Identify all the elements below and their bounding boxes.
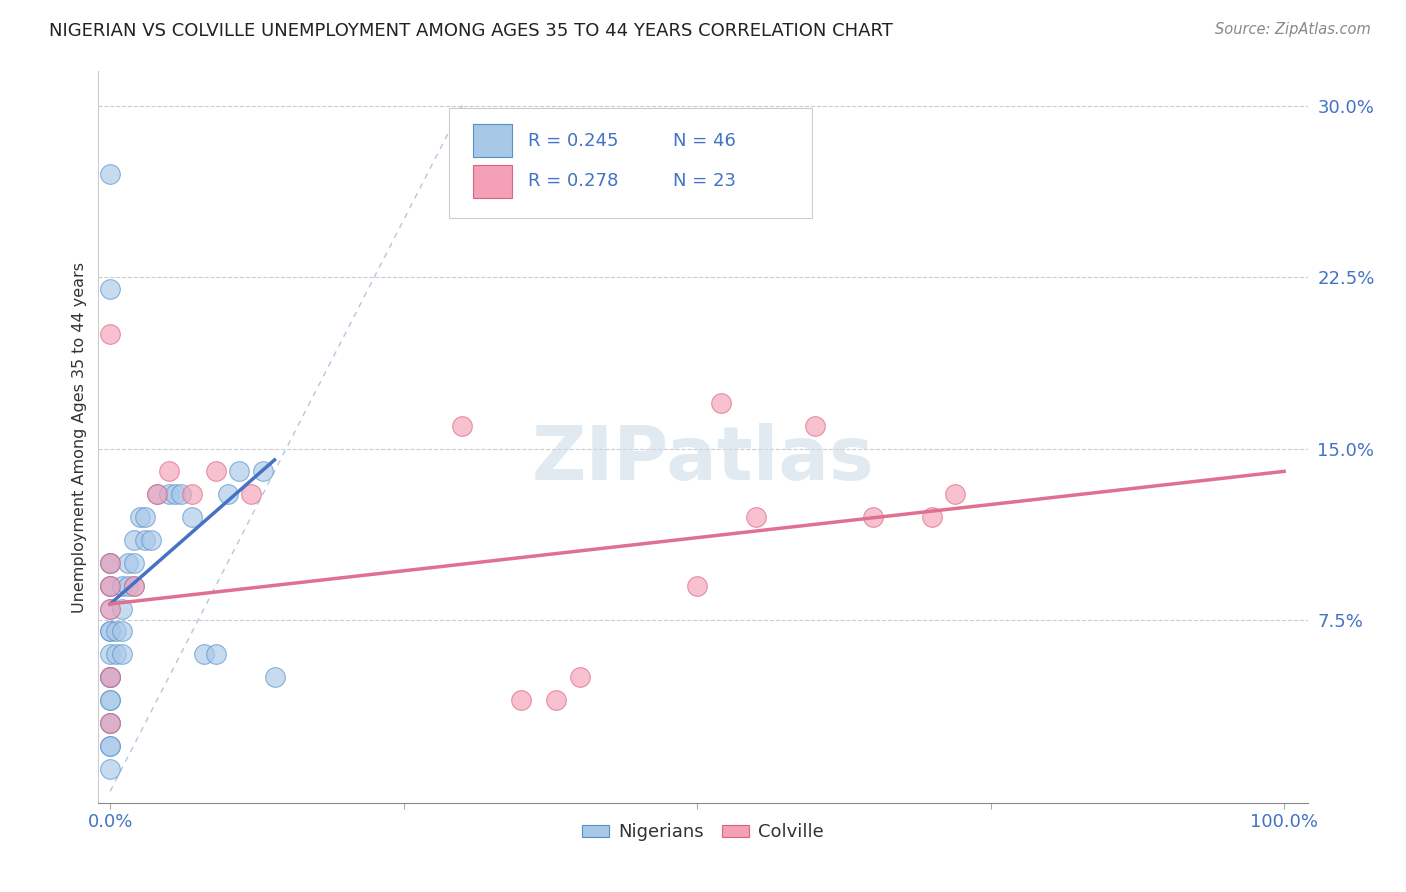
Point [98,579,121,593]
Point [98,670,121,684]
Point [568,670,591,684]
Point [98,281,121,295]
Point [181,487,204,501]
Point [546,693,568,707]
Text: NIGERIAN VS COLVILLE UNEMPLOYMENT AMONG AGES 35 TO 44 YEARS CORRELATION CHART: NIGERIAN VS COLVILLE UNEMPLOYMENT AMONG … [49,22,893,40]
Point [111,647,134,661]
Point [105,624,128,639]
Point [710,396,733,410]
Point [745,510,768,524]
Point [98,670,121,684]
Point [98,624,121,639]
Bar [474,124,512,157]
Point [169,487,191,501]
Point [105,647,128,661]
Point [98,327,121,342]
Point [204,647,226,661]
Point [204,464,226,478]
Point [181,510,204,524]
Point [98,556,121,570]
Point [141,533,163,547]
Point [945,487,967,501]
Point [98,556,121,570]
Point [98,670,121,684]
Point [252,464,274,478]
Point [98,715,121,730]
Point [98,739,121,753]
Point [98,715,121,730]
Text: N = 23: N = 23 [672,172,735,190]
Point [98,579,121,593]
Point [111,601,134,615]
Point [98,601,121,615]
Point [98,624,121,639]
Point [122,533,145,547]
Point [111,624,134,639]
Point [686,579,709,593]
Point [163,487,186,501]
Point [134,533,156,547]
Point [921,510,943,524]
Point [157,464,180,478]
Bar [474,165,512,197]
Point [98,739,121,753]
Text: N = 46: N = 46 [672,132,735,150]
Y-axis label: Unemployment Among Ages 35 to 44 years: Unemployment Among Ages 35 to 44 years [72,261,87,613]
Point [217,487,239,501]
Text: R = 0.278: R = 0.278 [527,172,619,190]
Text: ZIPatlas: ZIPatlas [531,423,875,496]
Point [803,418,825,433]
Legend: Nigerians, Colville: Nigerians, Colville [575,816,831,848]
Point [98,601,121,615]
Point [98,762,121,776]
Point [862,510,884,524]
Point [510,693,533,707]
Point [111,579,134,593]
Point [98,556,121,570]
Point [98,715,121,730]
Point [98,693,121,707]
Point [98,693,121,707]
Point [98,647,121,661]
Point [117,556,139,570]
Point [117,579,139,593]
Point [98,670,121,684]
Point [122,579,145,593]
Point [263,670,285,684]
Point [98,579,121,593]
Text: R = 0.245: R = 0.245 [527,132,619,150]
Point [122,579,145,593]
Point [146,487,169,501]
Point [122,556,145,570]
Point [146,487,169,501]
FancyBboxPatch shape [449,108,811,218]
Text: Source: ZipAtlas.com: Source: ZipAtlas.com [1215,22,1371,37]
Point [451,418,474,433]
Point [157,487,180,501]
Point [134,510,156,524]
Point [128,510,150,524]
Point [193,647,215,661]
Point [98,167,121,181]
Point [240,487,263,501]
Point [228,464,250,478]
